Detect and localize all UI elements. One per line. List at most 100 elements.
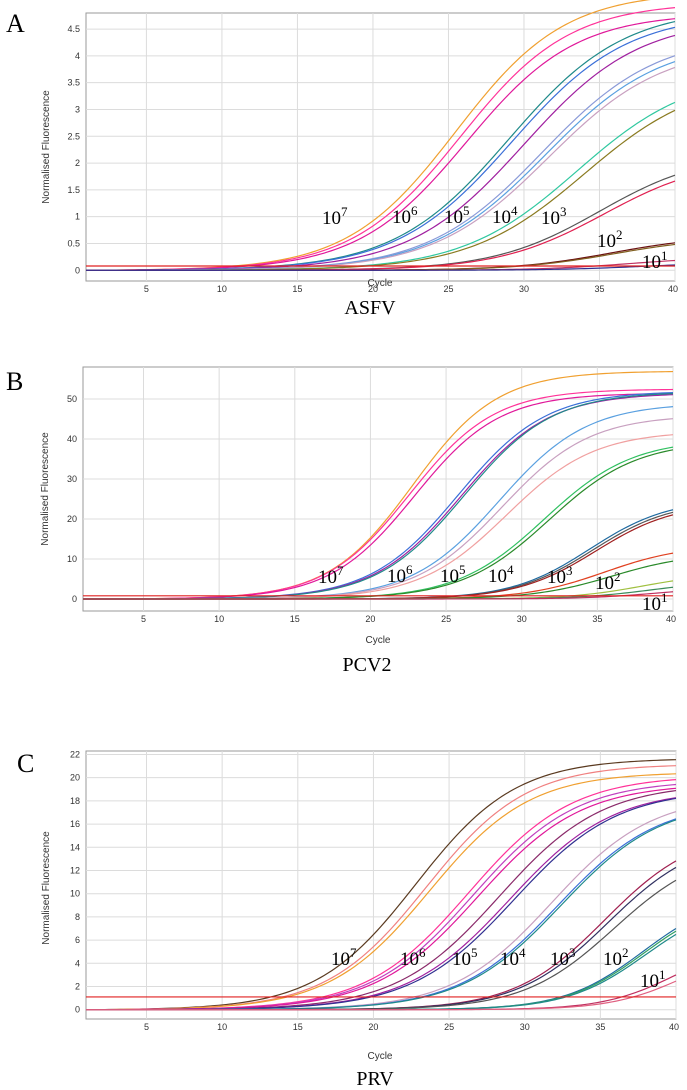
- panel-b-y-ticks: 0 10 20 30 40 50: [67, 394, 77, 604]
- panel-c-x-ticks: 5 10 15 20 25 30 35 40: [144, 1022, 679, 1032]
- panel-b-y-axis-label: Normalised Fluorescence: [40, 432, 51, 546]
- panel-c-x-axis-label: Cycle: [367, 1051, 392, 1062]
- panel-a-label-1e6: 106: [392, 203, 418, 228]
- panel-a-label: A: [6, 9, 25, 38]
- panel-c-title: PRV: [356, 1068, 394, 1090]
- panel-c-ytick-16: 16: [70, 819, 80, 829]
- panel-a-label-1e1: 101: [642, 248, 668, 273]
- panel-b-title: PCV2: [343, 654, 392, 676]
- panel-a-y-axis-label: Normalised Fluorescence: [41, 90, 52, 204]
- panel-a-x-axis-label: Cycle: [367, 278, 392, 289]
- panel-a-ytick-4.5: 4.5: [67, 24, 80, 34]
- panel-c-plot-area: [85, 750, 677, 1020]
- panel-c-curve-3: [85, 773, 677, 1011]
- panel-b-xtick-40: 40: [666, 614, 676, 624]
- panel-c-xtick-5: 5: [144, 1022, 149, 1032]
- panel-c-label-1e6: 106: [400, 945, 426, 970]
- panel-a-label-1e7: 107: [322, 204, 348, 229]
- panel-b-label: B: [6, 367, 23, 396]
- panel-c-ytick-0: 0: [75, 1005, 80, 1015]
- panel-c-ytick-10: 10: [70, 889, 80, 899]
- panel-a-grid: [86, 13, 676, 281]
- panel-b: B 0 10 20 30 40 50 5 10 15 20 25 30 35 40 Normalised…: [6, 366, 676, 676]
- panel-c-ytick-22: 22: [70, 749, 80, 759]
- panel-b-label-1e1: 101: [642, 590, 668, 615]
- panel-c-ytick-18: 18: [70, 796, 80, 806]
- panel-c-ytick-4: 4: [75, 958, 80, 968]
- panel-b-label-1e7: 107: [318, 563, 344, 588]
- panel-c-label-1e1: 101: [640, 967, 666, 992]
- panel-a-ytick-3: 3: [75, 104, 80, 114]
- panel-b-label-1e4: 104: [488, 562, 514, 587]
- panel-c-y-ticks: 0 2 4 6 8 10 12 14 16 18 20 22: [70, 749, 80, 1014]
- panel-a-xtick-10: 10: [217, 284, 227, 294]
- panel-a-xtick-35: 35: [594, 284, 604, 294]
- panel-c-ytick-14: 14: [70, 842, 80, 852]
- panel-a-curves: [85, 0, 676, 271]
- panel-c-label-1e7: 107: [331, 945, 357, 970]
- panel-b-ytick-0: 0: [72, 594, 77, 604]
- panel-a-plot-area: [85, 12, 676, 282]
- panel-a-ytick-4: 4: [75, 51, 80, 61]
- panel-b-ytick-30: 30: [67, 474, 77, 484]
- panel-c-ytick-2: 2: [75, 982, 80, 992]
- panel-a-ytick-1.5: 1.5: [67, 185, 80, 195]
- panel-b-curve-19: [83, 591, 674, 600]
- panel-c-y-axis-label: Normalised Fluorescence: [41, 831, 52, 945]
- panel-b-ytick-50: 50: [67, 394, 77, 404]
- panel-b-xtick-5: 5: [141, 614, 146, 624]
- panel-b-ytick-10: 10: [67, 554, 77, 564]
- panel-a-curve-17: [86, 264, 676, 271]
- panel-a-ytick-0.5: 0.5: [67, 238, 80, 248]
- panel-a-ytick-0: 0: [75, 265, 80, 275]
- panel-a-xtick-30: 30: [519, 284, 529, 294]
- panel-c-label-1e4: 104: [500, 945, 526, 970]
- panel-b-label-1e6: 106: [387, 562, 413, 587]
- panel-b-xtick-30: 30: [517, 614, 527, 624]
- panel-a-label-1e4: 104: [492, 203, 518, 228]
- panel-a-x-ticks: 5 10 15 20 25 30 35 40: [144, 284, 678, 294]
- panel-c-xtick-25: 25: [444, 1022, 454, 1032]
- panel-a-xtick-25: 25: [443, 284, 453, 294]
- panel-b-x-axis-label: Cycle: [365, 635, 390, 646]
- panel-a-title: ASFV: [344, 297, 396, 319]
- panel-c-label-1e2: 102: [603, 945, 629, 970]
- panel-b-ytick-20: 20: [67, 514, 77, 524]
- panel-c-label-1e3: 103: [550, 945, 576, 970]
- panel-a-label-1e3: 103: [541, 204, 567, 229]
- panel-a-xtick-20: 20: [368, 284, 378, 294]
- panel-a-label-1e2: 102: [597, 227, 623, 252]
- panel-a-ytick-2: 2: [75, 158, 80, 168]
- panel-b-ytick-40: 40: [67, 434, 77, 444]
- panel-a-xtick-5: 5: [144, 284, 149, 294]
- panel-c-ytick-8: 8: [75, 912, 80, 922]
- panel-c-xtick-35: 35: [595, 1022, 605, 1032]
- panel-b-xtick-35: 35: [592, 614, 602, 624]
- panel-b-xtick-25: 25: [441, 614, 451, 624]
- panel-b-label-1e3: 103: [547, 563, 573, 588]
- panel-c-xtick-15: 15: [293, 1022, 303, 1032]
- panel-a-label-1e5: 105: [444, 203, 470, 228]
- panel-c-ytick-12: 12: [70, 865, 80, 875]
- panel-b-xtick-20: 20: [365, 614, 375, 624]
- panel-a-y-ticks: 0 0.5 1 1.5 2 2.5 3 3.5 4 4.5: [67, 24, 80, 275]
- panel-b-label-1e2: 102: [595, 569, 621, 594]
- panel-b-label-1e5: 105: [440, 562, 466, 587]
- panel-c-curve-20: [86, 980, 677, 1011]
- panel-a-ytick-1: 1: [75, 212, 80, 222]
- panel-a-ytick-2.5: 2.5: [67, 131, 80, 141]
- panel-b-xtick-10: 10: [214, 614, 224, 624]
- panel-b-xtick-15: 15: [290, 614, 300, 624]
- panel-c-ytick-6: 6: [75, 935, 80, 945]
- panel-c-xtick-40: 40: [669, 1022, 679, 1032]
- panel-a-xtick-15: 15: [292, 284, 302, 294]
- panel-c-xtick-20: 20: [368, 1022, 378, 1032]
- panel-c-xtick-30: 30: [520, 1022, 530, 1032]
- panel-b-x-ticks: 5 10 15 20 25 30 35 40: [141, 614, 676, 624]
- panel-a-xtick-40: 40: [668, 284, 678, 294]
- panel-c-ytick-20: 20: [70, 773, 80, 783]
- panel-c-xtick-10: 10: [217, 1022, 227, 1032]
- panel-c-label-1e5: 105: [452, 945, 478, 970]
- panel-c-label: C: [17, 749, 34, 778]
